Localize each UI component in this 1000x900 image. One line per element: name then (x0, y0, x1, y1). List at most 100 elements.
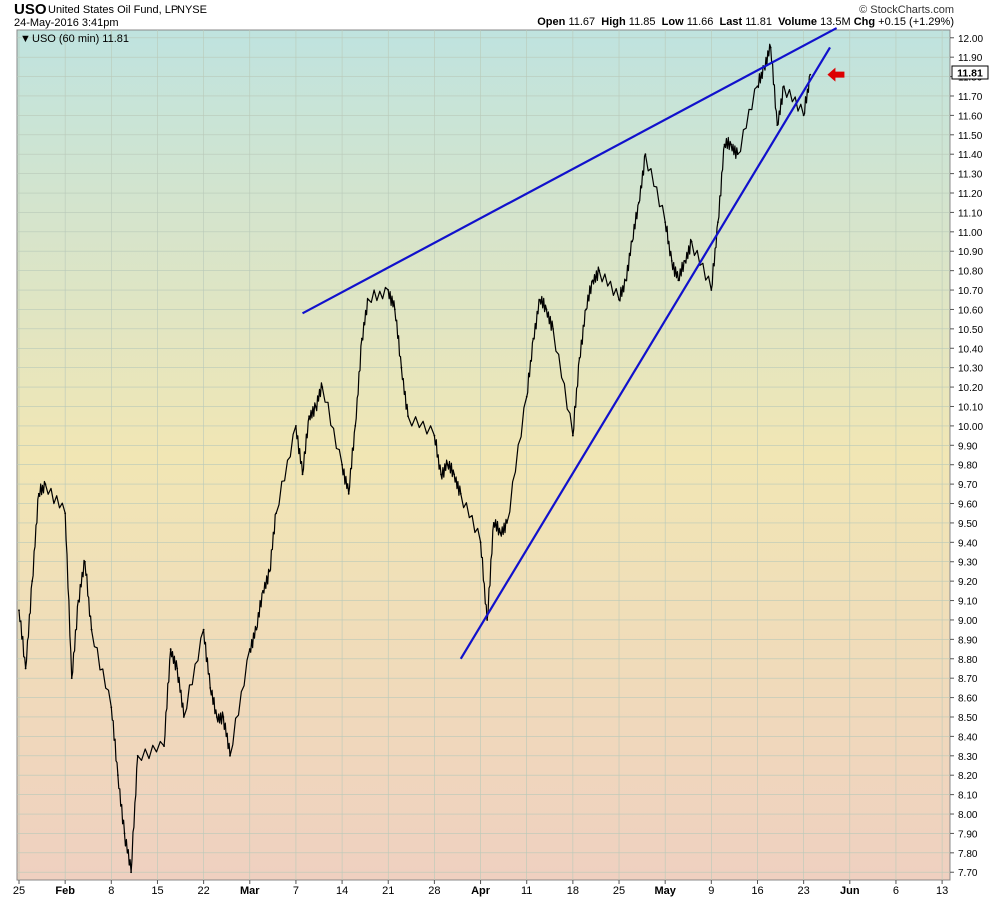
brand-watermark[interactable]: © StockCharts.com (859, 4, 954, 16)
x-tick-label: Jun (840, 885, 860, 897)
price-point (360, 337, 363, 340)
open-value: 11.67 (568, 16, 596, 28)
high-value: 11.85 (628, 16, 656, 28)
price-point (202, 628, 205, 631)
x-tick-label: May (654, 885, 676, 897)
price-point (31, 580, 34, 583)
y-tick-label: 7.90 (958, 829, 978, 840)
y-tick-label: 12.00 (958, 34, 983, 45)
price-point (393, 308, 396, 311)
high-label: High (601, 16, 626, 28)
y-tick-label: 8.70 (958, 674, 978, 685)
price-point (275, 512, 278, 515)
price-point (782, 85, 785, 88)
y-tick-label: 9.90 (958, 441, 978, 452)
price-point (70, 677, 73, 680)
price-point (90, 628, 93, 631)
y-tick-label: 8.80 (958, 655, 978, 666)
price-point (492, 522, 495, 524)
y-tick-label: 10.20 (958, 383, 983, 394)
x-tick-label: 25 (613, 885, 625, 897)
y-tick-label: 9.10 (958, 597, 978, 608)
price-point (631, 240, 634, 243)
y-tick-label: 9.20 (958, 577, 978, 588)
price-point (314, 405, 317, 408)
ohlc-readout: Open 11.67 High 11.85 Low 11.66 Last 11.… (537, 16, 954, 28)
legend-text: USO (60 min) 11.81 (32, 33, 129, 45)
price-point (730, 143, 733, 146)
price-point (222, 716, 225, 718)
price-point (769, 46, 772, 49)
price-point (440, 473, 442, 476)
y-tick-label: 10.30 (958, 364, 983, 375)
price-point (110, 706, 113, 709)
price-point (809, 73, 812, 76)
trendline (302, 27, 838, 315)
y-tick-label: 9.50 (958, 519, 978, 530)
red-arrow-icon (827, 67, 845, 82)
legend: ▼ USO (60 min) 11.81 (20, 33, 129, 45)
last-value: 11.81 (745, 16, 772, 28)
price-point (341, 463, 343, 466)
price-point (525, 395, 528, 398)
price-point (690, 240, 693, 243)
y-tick-label: 7.80 (958, 849, 978, 860)
price-point (44, 483, 47, 486)
y-tick-label: 9.60 (958, 500, 978, 511)
y-tick-label: 8.10 (958, 791, 978, 802)
price-point (354, 424, 357, 427)
price-point (598, 269, 601, 272)
y-tick-label: 8.50 (958, 713, 978, 724)
price-point (301, 473, 304, 476)
price-point (532, 337, 535, 340)
timestamp: 24-May-2016 3:41pm (14, 17, 119, 29)
price-point (37, 492, 40, 495)
y-tick-label: 10.40 (958, 344, 983, 355)
price-point (308, 415, 311, 418)
y-tick-label: 11.00 (958, 228, 983, 239)
x-tick-label: 14 (336, 885, 348, 897)
y-tick-label: 8.90 (958, 635, 978, 646)
price-point (506, 522, 508, 524)
price-point (268, 570, 271, 573)
x-tick-label: 15 (151, 885, 163, 897)
price-point (295, 424, 297, 427)
x-tick-label: 9 (708, 885, 714, 897)
price-point (723, 143, 726, 146)
volume-value: 13.5M (820, 16, 851, 28)
price-point (248, 648, 251, 650)
y-tick-label: 11.30 (958, 170, 983, 181)
price-point (407, 415, 409, 418)
x-tick-label: 13 (936, 885, 948, 897)
y-tick-label: 8.40 (958, 732, 978, 743)
y-tick-label: 11.60 (958, 111, 983, 122)
trendline (459, 46, 831, 660)
chg-label: Chg (853, 16, 876, 28)
y-tick-label: 10.70 (958, 286, 983, 297)
price-point (176, 667, 179, 670)
x-tick-label: 18 (567, 885, 579, 897)
price-point (84, 560, 86, 563)
y-tick-label: 9.30 (958, 558, 978, 569)
y-tick-label: 11.40 (958, 150, 983, 161)
annotations (302, 27, 845, 660)
y-tick-label: 10.10 (958, 402, 983, 413)
price-point (459, 492, 462, 495)
exchange-label: NYSE (177, 4, 207, 16)
price-point (24, 667, 27, 670)
price-point (776, 124, 779, 126)
price-point (400, 366, 403, 369)
symbol-label: USO (14, 1, 47, 18)
price-point (136, 754, 139, 757)
legend-icon: ▼ (20, 33, 31, 45)
price-point (736, 153, 739, 156)
x-tick-label: 7 (293, 885, 299, 897)
y-tick-label: 9.80 (958, 461, 978, 472)
price-point (499, 531, 502, 534)
price-point (802, 114, 805, 117)
price-point (209, 686, 212, 689)
price-point (670, 260, 673, 262)
low-value: 11.66 (686, 16, 714, 28)
price-point (552, 327, 554, 330)
